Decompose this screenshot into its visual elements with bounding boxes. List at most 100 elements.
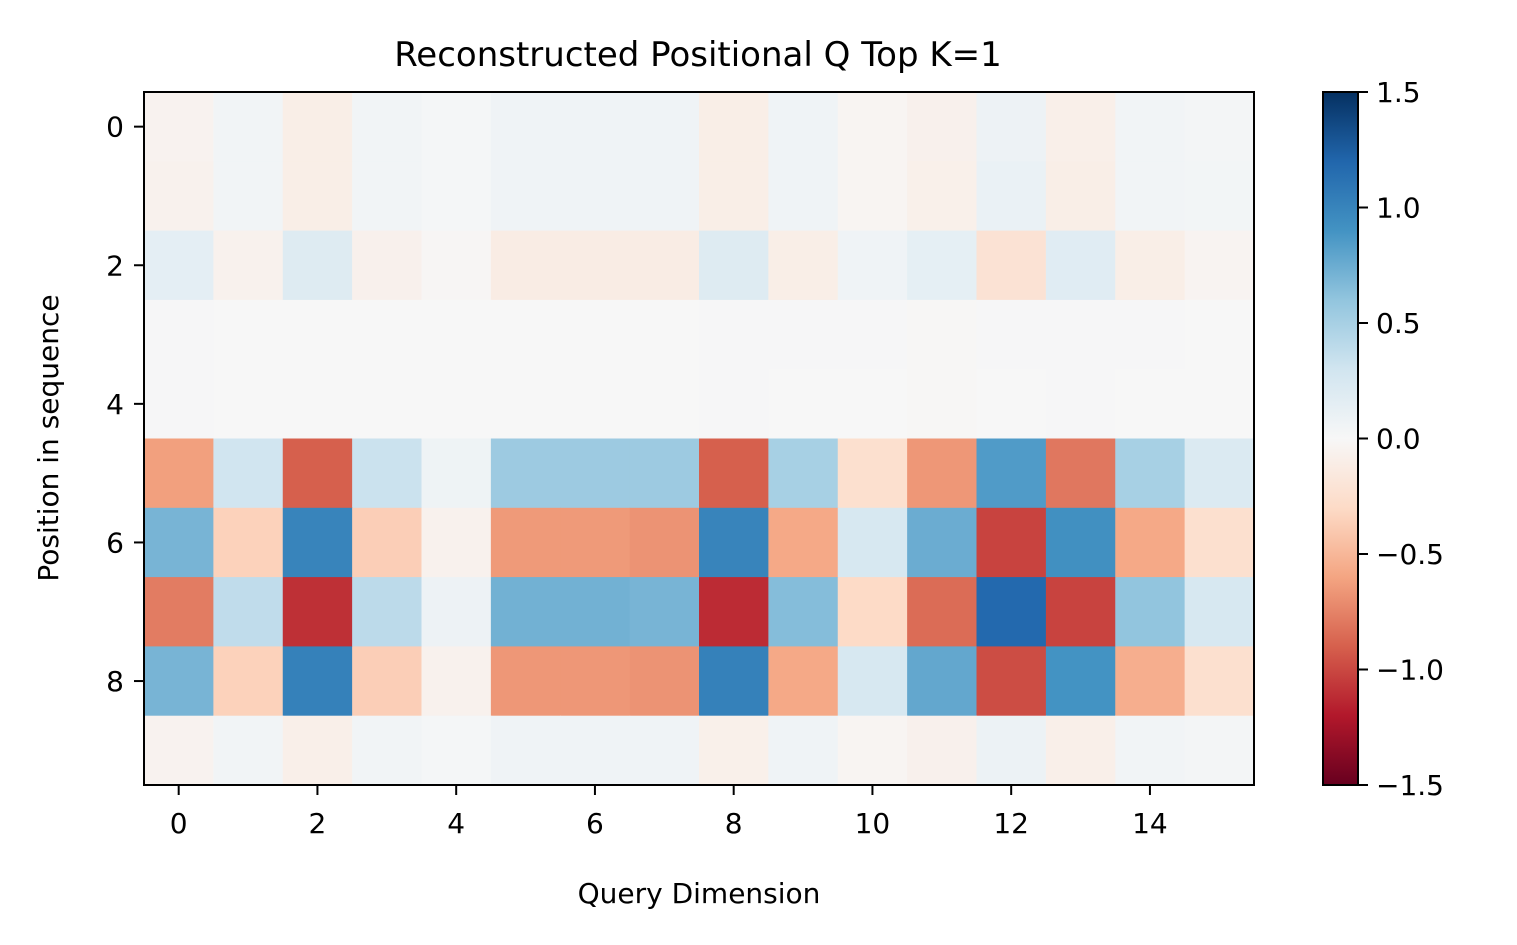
heatmap-cell xyxy=(490,299,561,370)
heatmap-cell xyxy=(1184,577,1255,647)
heatmap-cell xyxy=(629,507,700,578)
heatmap-cell xyxy=(282,507,353,578)
plot-frame xyxy=(143,91,1255,786)
heatmap-cell xyxy=(907,438,978,509)
heatmap-cell xyxy=(837,507,908,578)
heatmap-cell xyxy=(1045,161,1116,232)
heatmap-cell xyxy=(1045,369,1116,440)
heatmap-cell xyxy=(282,369,353,440)
heatmap-cell xyxy=(976,299,1047,370)
heatmap-cell xyxy=(560,230,631,301)
heatmap-cell xyxy=(560,438,631,509)
heatmap-cell xyxy=(1115,438,1186,509)
heatmap-cell xyxy=(976,438,1047,509)
heatmap-cell xyxy=(421,438,492,509)
heatmap-cell xyxy=(1184,161,1255,232)
colorbar-tick-label: −1.5 xyxy=(1376,769,1444,802)
x-tick-label: 6 xyxy=(586,807,604,840)
heatmap-cell xyxy=(837,161,908,232)
heatmap-cell xyxy=(1184,646,1255,717)
heatmap-cell xyxy=(699,161,769,232)
heatmap-cell xyxy=(1115,369,1186,440)
colorbar-tick-label: 0.5 xyxy=(1376,307,1421,340)
x-tick-label: 0 xyxy=(170,807,188,840)
heatmap-cell xyxy=(352,438,423,509)
heatmap-cell xyxy=(1115,507,1186,578)
x-tick-label: 14 xyxy=(1132,807,1168,840)
x-axis-label: Query Dimension xyxy=(578,877,821,910)
heatmap-cell xyxy=(1115,646,1186,717)
chart-title: Reconstructed Positional Q Top K=1 xyxy=(394,35,1002,75)
heatmap-cell xyxy=(560,299,631,370)
x-tick-label: 12 xyxy=(993,807,1029,840)
heatmap-cell xyxy=(837,646,908,717)
heatmap-cell xyxy=(282,92,353,162)
colorbar-axis: −1.5 −1.0 −0.5 0.0 0.5 1.0 1.5 xyxy=(1358,76,1444,802)
heatmap-cell xyxy=(1184,369,1255,440)
colorbar-tick-label: −0.5 xyxy=(1376,538,1444,571)
heatmap-cell xyxy=(907,577,978,647)
heatmap-cell xyxy=(768,507,839,578)
heatmap-cell xyxy=(282,299,353,370)
heatmap-cell xyxy=(907,161,978,232)
heatmap-cell xyxy=(352,369,423,440)
heatmap-cell xyxy=(976,161,1047,232)
heatmap-cell xyxy=(352,646,423,717)
heatmap-cell xyxy=(490,577,561,647)
heatmap-cell xyxy=(213,438,284,509)
y-axis-label: Position in sequence xyxy=(32,294,65,581)
heatmap-cell xyxy=(629,577,700,647)
heatmap-cell xyxy=(699,369,769,440)
heatmap-cell xyxy=(1045,646,1116,717)
colorbar-tick-label: −1.0 xyxy=(1376,654,1444,687)
heatmap-cell xyxy=(699,438,769,509)
heatmap-cell xyxy=(490,161,561,232)
heatmap-cell xyxy=(629,92,700,162)
x-tick-label: 8 xyxy=(725,807,743,840)
heatmap-cell xyxy=(213,299,284,370)
heatmap-cell xyxy=(490,507,561,578)
heatmap-cell xyxy=(699,577,769,647)
heatmap-cell xyxy=(282,230,353,301)
heatmap-cell xyxy=(837,230,908,301)
heatmap-cell xyxy=(144,507,214,578)
heatmap-cell xyxy=(490,369,561,440)
heatmap-cell xyxy=(421,646,492,717)
y-axis: 0 2 4 6 8 xyxy=(106,111,144,698)
x-tick-label: 10 xyxy=(855,807,891,840)
heatmap-cell xyxy=(768,230,839,301)
heatmap-cell xyxy=(976,577,1047,647)
heatmap-cell xyxy=(560,715,631,786)
heatmap-cell xyxy=(560,369,631,440)
heatmap-cell xyxy=(1115,230,1186,301)
heatmap-cell xyxy=(144,715,214,786)
heatmap-cell xyxy=(699,92,769,162)
colorbar-tick-label: 1.5 xyxy=(1376,76,1421,109)
heatmap-cell xyxy=(768,715,839,786)
heatmap-cell xyxy=(282,646,353,717)
colorbar-tick-label: 1.0 xyxy=(1376,192,1421,225)
heatmap-cell xyxy=(629,715,700,786)
heatmap-cell xyxy=(1045,438,1116,509)
heatmap-cell xyxy=(976,507,1047,578)
heatmap-cell xyxy=(352,507,423,578)
heatmap-cell xyxy=(421,577,492,647)
heatmap-cell xyxy=(490,92,561,162)
heatmap-cell xyxy=(282,715,353,786)
heatmap-cell xyxy=(560,92,631,162)
heatmap-cell xyxy=(213,715,284,786)
heatmap-cell xyxy=(629,299,700,370)
heatmap-cell xyxy=(1184,299,1255,370)
heatmap-cell xyxy=(907,299,978,370)
y-tick-label: 4 xyxy=(106,388,124,421)
heatmap-cell xyxy=(629,230,700,301)
heatmap-cell xyxy=(490,646,561,717)
heatmap-cell xyxy=(699,646,769,717)
heatmap-cell xyxy=(352,715,423,786)
heatmap-cell xyxy=(421,507,492,578)
heatmap-cell xyxy=(907,507,978,578)
heatmap-cell xyxy=(1115,299,1186,370)
heatmap-cell xyxy=(282,577,353,647)
heatmap-cell xyxy=(421,230,492,301)
heatmap-cell xyxy=(213,646,284,717)
